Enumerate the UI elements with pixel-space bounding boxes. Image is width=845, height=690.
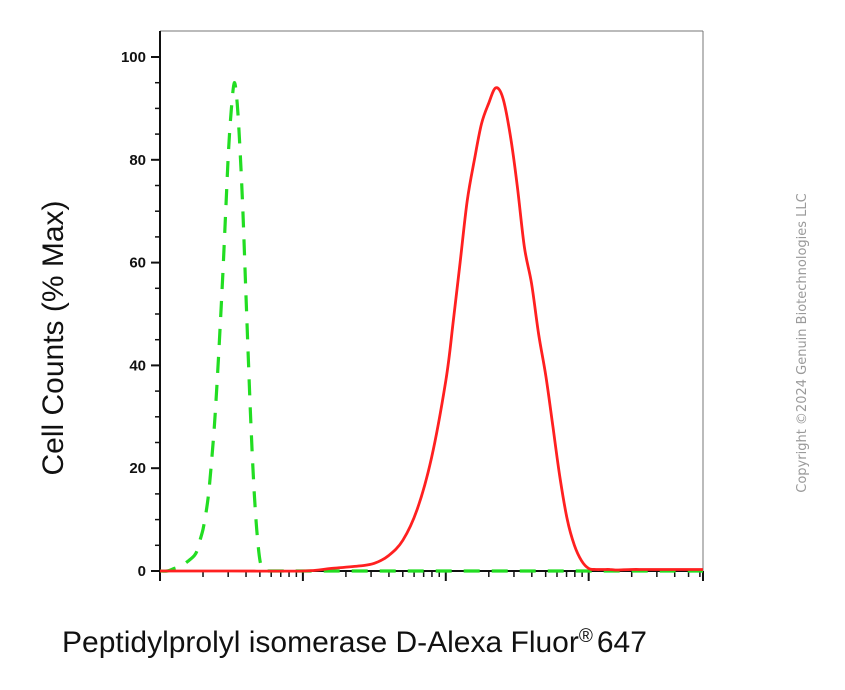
x-axis-title-suffix: 647 [597, 626, 647, 659]
x-axis-ticks [159, 571, 704, 581]
y-tick-label-40: 40 [129, 357, 146, 374]
x-axis-title-main: Peptidylprolyl isomerase D-Alexa Fluor [62, 626, 579, 659]
sample-histogram-line [159, 86, 703, 573]
y-tick-label-80: 80 [129, 152, 146, 169]
y-tick-label-20: 20 [129, 460, 146, 477]
y-tick-label-0: 0 [138, 563, 146, 580]
y-tick-label-100: 100 [121, 49, 146, 66]
registered-mark: ® [579, 626, 593, 647]
y-axis-ticks: 0 20 40 60 80 100 [121, 49, 160, 580]
y-axis-title: Cell Counts (% Max) [37, 200, 70, 475]
plot-frame [159, 30, 704, 572]
y-tick-label-60: 60 [129, 255, 146, 272]
x-axis-title: Peptidylprolyl isomerase D-Alexa Fluor® 6… [62, 626, 647, 659]
control-histogram-line [159, 81, 703, 573]
series-layer [159, 81, 703, 573]
copyright-watermark: Copyright ©2024 Genuin Biotechnologies L… [795, 193, 810, 492]
